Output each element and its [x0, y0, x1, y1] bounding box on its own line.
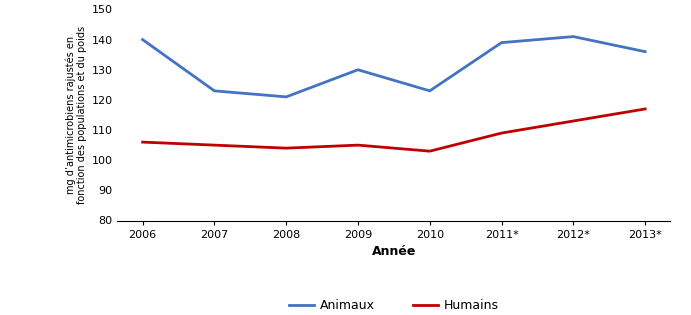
- Animaux: [210, 89, 218, 93]
- Line: Humains: Humains: [142, 109, 645, 151]
- Humains: [138, 140, 146, 144]
- Animaux: [138, 38, 146, 42]
- Legend: Animaux, Humains: Animaux, Humains: [284, 294, 504, 315]
- Humains: [354, 143, 362, 147]
- Animaux: [569, 35, 578, 38]
- Animaux: [282, 95, 290, 99]
- Animaux: [641, 50, 650, 54]
- Humains: [641, 107, 650, 111]
- Animaux: [426, 89, 434, 93]
- Y-axis label: mg d’antimicrobiens rajustés en
fonction des populations et du poids: mg d’antimicrobiens rajustés en fonction…: [65, 26, 87, 204]
- Humains: [210, 143, 218, 147]
- X-axis label: Année: Année: [372, 245, 416, 258]
- Humains: [569, 119, 578, 123]
- Humains: [498, 131, 506, 135]
- Animaux: [354, 68, 362, 72]
- Humains: [426, 149, 434, 153]
- Line: Animaux: Animaux: [142, 37, 645, 97]
- Humains: [282, 146, 290, 150]
- Animaux: [498, 41, 506, 44]
